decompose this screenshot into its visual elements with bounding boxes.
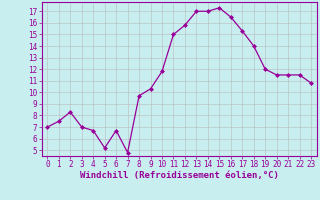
X-axis label: Windchill (Refroidissement éolien,°C): Windchill (Refroidissement éolien,°C)	[80, 171, 279, 180]
